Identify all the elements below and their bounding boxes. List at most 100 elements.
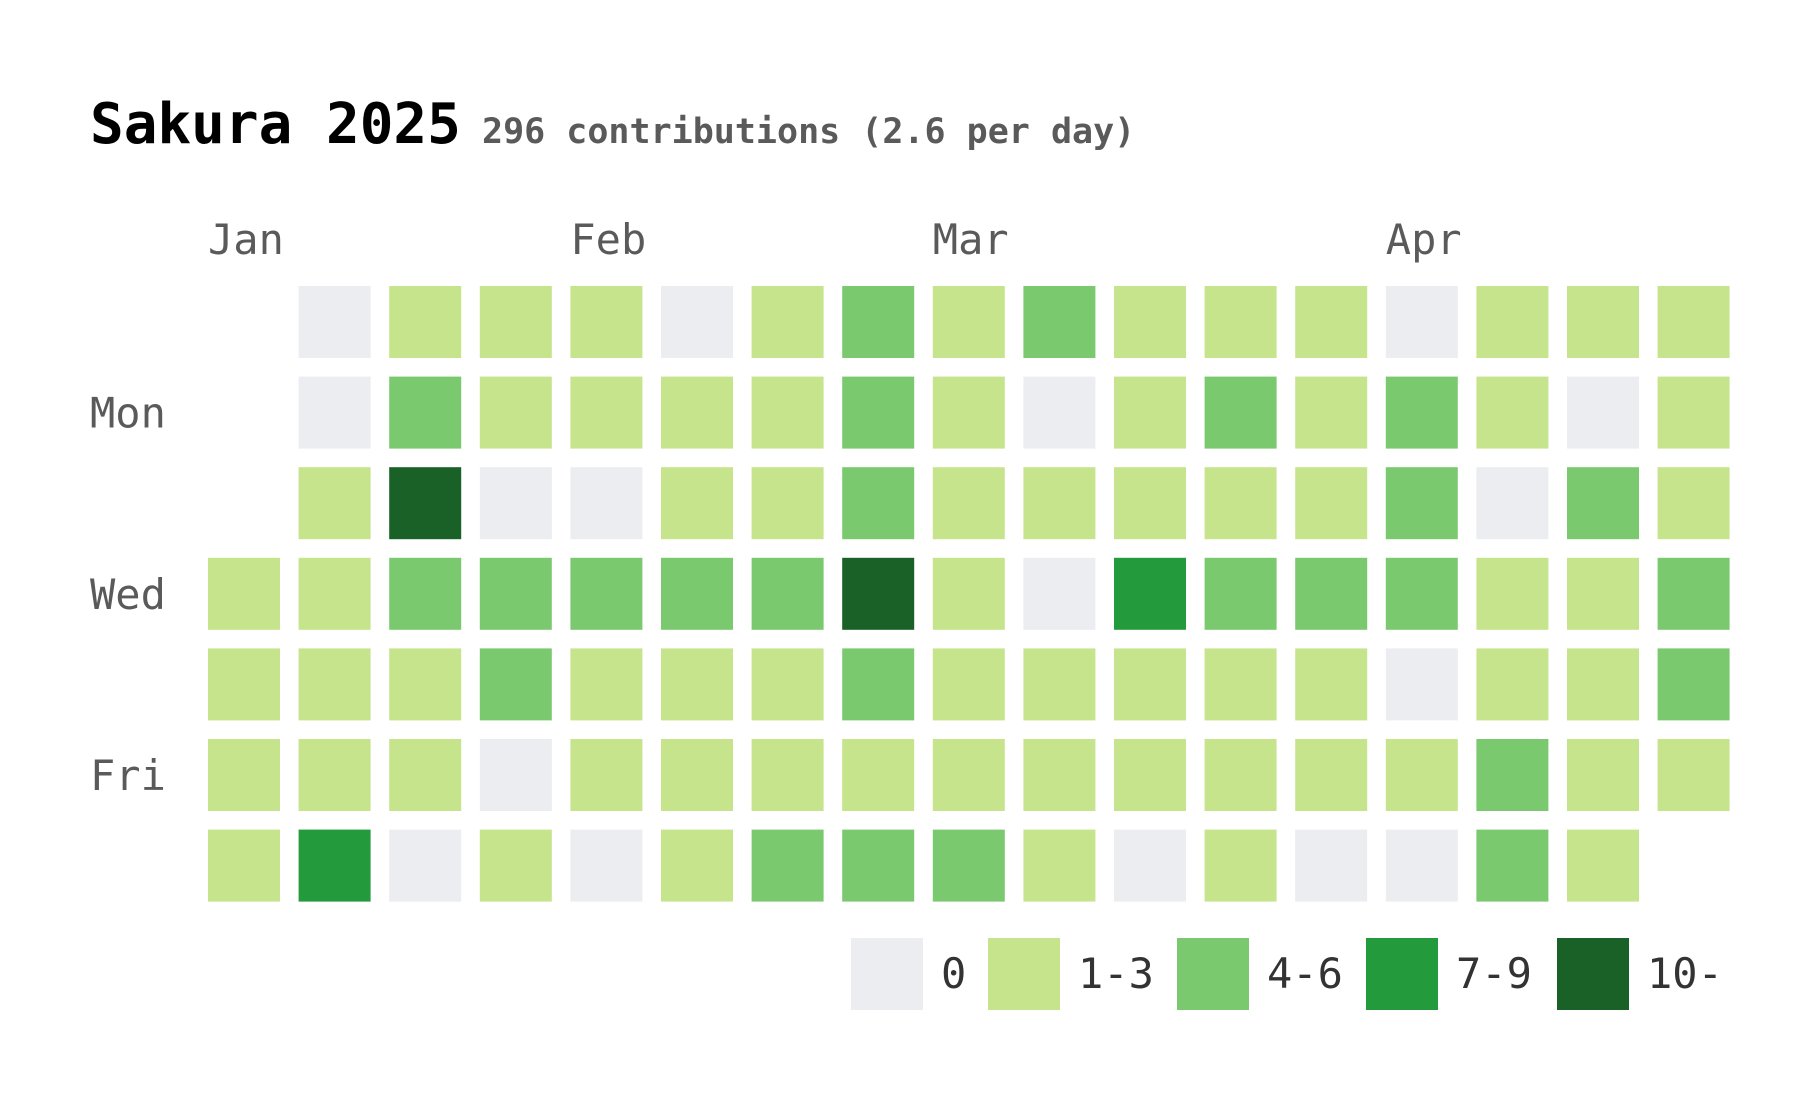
heatmap-cell (1295, 286, 1368, 358)
heatmap-cell (570, 557, 643, 630)
heatmap-cell (1204, 376, 1277, 449)
heatmap-cell (479, 648, 552, 721)
heatmap-cell (1567, 376, 1639, 449)
heatmap-cell (1204, 829, 1277, 902)
heatmap-cell (389, 376, 462, 449)
heatmap-cell (479, 376, 552, 449)
heatmap-cell (1023, 829, 1096, 902)
heatmap-cell (661, 829, 733, 902)
heatmap-cell (1295, 467, 1368, 540)
heatmap-cell (1476, 467, 1549, 540)
legend-swatch-3 (1366, 938, 1438, 1010)
heatmap-cell (208, 829, 280, 902)
month-label-jan: Jan (208, 215, 284, 264)
heatmap-cell (661, 648, 733, 721)
heatmap-cell (1476, 829, 1549, 902)
heatmap-cell (932, 467, 1005, 540)
heatmap-cell (1295, 739, 1368, 811)
heatmap-cell (661, 286, 733, 358)
heatmap-cell (751, 739, 824, 811)
heatmap-cell (389, 829, 462, 902)
heatmap-cell (1567, 286, 1639, 358)
heatmap-cell (479, 829, 552, 902)
heatmap-cell (208, 557, 280, 630)
heatmap-cell (1204, 739, 1277, 811)
heatmap-cell (298, 557, 371, 630)
heatmap-cell (1385, 467, 1458, 540)
heatmap-cell (298, 829, 371, 902)
heatmap-cell (751, 829, 824, 902)
heatmap-cell (479, 557, 552, 630)
heatmap-cell (751, 376, 824, 449)
heatmap-cell (1204, 557, 1277, 630)
heatmap-cell (751, 467, 824, 540)
heatmap-cell (389, 467, 462, 540)
heatmap-cell (661, 739, 733, 811)
heatmap-cell (1023, 467, 1096, 540)
heatmap-cell (389, 286, 462, 358)
heatmap-cell (1476, 376, 1549, 449)
month-label-feb: Feb (570, 215, 646, 264)
heatmap-cell (1204, 648, 1277, 721)
heatmap-cell (479, 467, 552, 540)
day-labels: Mon Wed Fri (90, 389, 166, 800)
legend-swatch-0 (851, 938, 923, 1010)
heatmap-cell (1114, 376, 1186, 449)
heatmap-cell (1657, 286, 1730, 358)
legend-label-1: 1-3 (1078, 949, 1154, 998)
heatmap-cell (1567, 557, 1639, 630)
heatmap-cell (932, 286, 1005, 358)
heatmap-cell (298, 376, 371, 449)
heatmap-cell (842, 648, 915, 721)
heatmap-cell (932, 829, 1005, 902)
heatmap-cell (1567, 829, 1639, 902)
heatmap-cell (842, 467, 915, 540)
heatmap-cell (389, 739, 462, 811)
heatmap-cell (661, 557, 733, 630)
heatmap-cell (1114, 557, 1186, 630)
heatmap-cell (932, 739, 1005, 811)
heatmap-cell (479, 739, 552, 811)
heatmap-cell (842, 557, 915, 630)
heatmap-cell (1567, 467, 1639, 540)
heatmap-cell (1295, 557, 1368, 630)
heatmap-cell (1023, 648, 1096, 721)
heatmap-cell (842, 376, 915, 449)
heatmap-cell (1657, 739, 1730, 811)
heatmap-cell (1476, 739, 1549, 811)
heatmap-cell (1657, 467, 1730, 540)
heatmap-cell (1567, 648, 1639, 721)
legend-swatch-1 (988, 938, 1060, 1010)
heatmap-cell (1204, 467, 1277, 540)
heatmap-cell (1114, 829, 1186, 902)
heatmap-cell (208, 739, 280, 811)
heatmap-cell (932, 376, 1005, 449)
legend: 0 1-3 4-6 7-9 10- (851, 938, 1723, 1010)
heatmap-cell (1657, 557, 1730, 630)
heatmap-cell (932, 648, 1005, 721)
legend-swatch-2 (1177, 938, 1249, 1010)
heatmap-cell (1385, 286, 1458, 358)
legend-label-3: 7-9 (1456, 949, 1532, 998)
legend-swatch-4 (1557, 938, 1629, 1010)
heatmap-cell (570, 286, 643, 358)
heatmap-cell (570, 829, 643, 902)
heatmap-cell (1023, 376, 1096, 449)
heatmap-cell (1295, 648, 1368, 721)
heatmap-cell (1023, 557, 1096, 630)
heatmap-cell (1023, 739, 1096, 811)
heatmap-cell (1476, 648, 1549, 721)
heatmap-cell (389, 648, 462, 721)
heatmap-cell (842, 286, 915, 358)
heatmap-cell (1114, 467, 1186, 540)
heatmap-cell (751, 557, 824, 630)
heatmap-cell (1567, 739, 1639, 811)
day-label-mon: Mon (90, 389, 166, 438)
heatmap-cell (1476, 286, 1549, 358)
heatmap-cell (479, 286, 552, 358)
heatmap-cell (1385, 557, 1458, 630)
heatmap-cell (751, 648, 824, 721)
day-label-fri: Fri (90, 751, 166, 800)
heatmap-cell (1385, 829, 1458, 902)
